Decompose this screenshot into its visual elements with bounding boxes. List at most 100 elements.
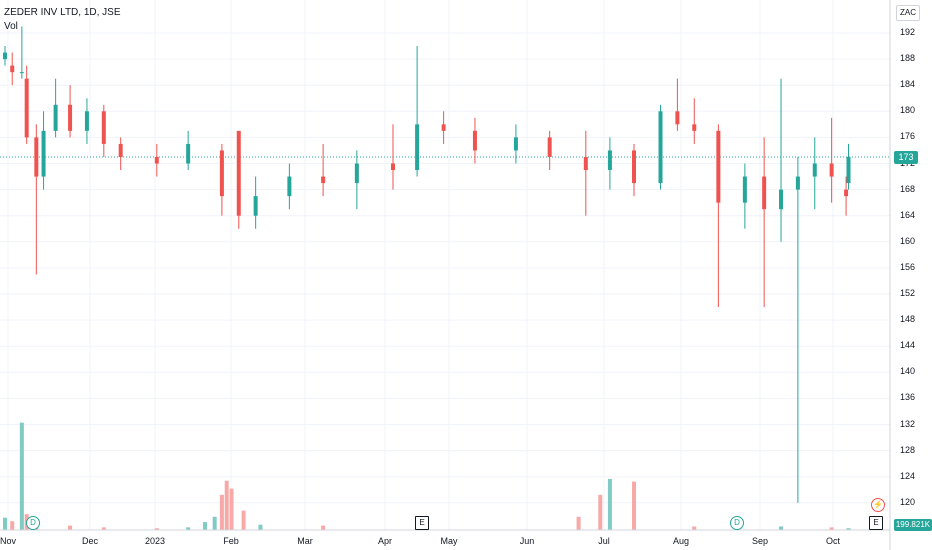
dividend-marker[interactable]: D [730, 516, 744, 530]
candle-body [742, 176, 747, 203]
candle-body [24, 78, 29, 138]
volume-bar [203, 522, 208, 530]
volume-bar [241, 510, 246, 530]
candle-body [154, 156, 159, 164]
volume-bar [154, 528, 159, 530]
volume-bar [68, 525, 73, 530]
last-volume-badge: 199.821K [894, 519, 932, 531]
price-tick-label: 180 [900, 105, 916, 116]
chart-legend: ZEDER INV LTD, 1D, JSE Vol [4, 6, 121, 34]
price-tick-label: 136 [900, 392, 916, 403]
price-tick-label: 176 [900, 131, 916, 142]
candle-body [658, 111, 663, 184]
time-tick-label: Mar [297, 536, 313, 546]
price-tick-label: 132 [900, 418, 916, 429]
time-tick-label: Jul [598, 536, 610, 546]
time-tick-label: Dec [81, 536, 99, 546]
price-tick-label: 160 [900, 235, 916, 246]
candle-body [716, 130, 721, 203]
volume-bar [186, 527, 191, 530]
candle-body [846, 156, 851, 184]
volume-bar [219, 494, 224, 530]
volume-bar [846, 528, 851, 530]
price-tick-label: 188 [900, 53, 916, 64]
price-tick-label: 164 [900, 209, 916, 220]
volume-bar [10, 521, 15, 530]
earnings-marker[interactable]: E [415, 516, 429, 530]
price-tick-label: 140 [900, 366, 916, 377]
candle-body [583, 156, 588, 171]
dividend-marker[interactable]: D [26, 516, 40, 530]
volume-bar [598, 494, 603, 530]
time-tick-label: Feb [223, 536, 239, 546]
time-tick-label: 2023 [144, 536, 166, 546]
price-tick-label: 144 [900, 340, 916, 351]
horizontal-gridlines [0, 32, 890, 504]
volume-bar [779, 526, 784, 530]
price-tick-label: 128 [900, 444, 916, 455]
time-tick-label: Nov [0, 536, 17, 546]
candle-body [844, 189, 849, 197]
candle-body [3, 52, 7, 60]
volume-bar [101, 527, 106, 530]
price-tick-label: 168 [900, 183, 916, 194]
time-tick-label: Apr [377, 536, 393, 546]
candle-body [812, 163, 817, 177]
candle-body [19, 72, 24, 74]
candle-body [118, 143, 123, 157]
volume-bar [19, 422, 24, 530]
candle-body [829, 163, 834, 177]
candle-body [84, 111, 89, 131]
price-tick-label: 156 [900, 261, 916, 272]
candle-body [607, 150, 612, 171]
candles [3, 26, 851, 503]
candle-body [186, 143, 191, 164]
lightning-icon[interactable]: ⚡ [871, 498, 885, 512]
candle-body [632, 150, 637, 184]
candle-body [472, 130, 477, 151]
price-tick-label: 148 [900, 314, 916, 325]
last-price-badge: 173 [894, 151, 918, 164]
candle-body [795, 176, 800, 190]
time-tick-label: May [440, 536, 458, 546]
volume-bar [692, 526, 697, 530]
price-tick-label: 192 [900, 27, 916, 37]
volume-bar [229, 488, 234, 530]
candle-body [675, 111, 680, 125]
symbol-title: ZEDER INV LTD, 1D, JSE [4, 7, 121, 18]
candle-body [415, 124, 420, 171]
candle-body [101, 111, 106, 144]
candle-body [236, 130, 241, 216]
time-tick-label: Jun [519, 536, 535, 546]
volume-bar [576, 516, 581, 530]
candle-body [391, 163, 396, 171]
volume-label: Vol [4, 21, 18, 32]
volume-bar [3, 517, 7, 530]
candle-body [41, 130, 46, 177]
currency-button[interactable]: ZAC [896, 5, 920, 21]
volume-bar [258, 524, 263, 530]
candle-body [321, 176, 326, 184]
volume-bar [321, 525, 326, 530]
candle-body [219, 150, 224, 197]
vertical-gridlines [7, 0, 834, 530]
candle-body [253, 196, 258, 216]
time-tick-label: Sep [751, 536, 769, 546]
candle-body [34, 137, 39, 177]
time-tick-label: Aug [672, 536, 690, 546]
volume-bar [224, 480, 229, 530]
price-tick-label: 152 [900, 288, 916, 298]
candle-body [762, 176, 767, 210]
candle-body [53, 104, 58, 131]
volume-bar [829, 527, 834, 530]
candle-body [779, 189, 784, 210]
earnings-marker[interactable]: E [869, 516, 883, 530]
candle-body [10, 65, 15, 73]
volume-bar [632, 481, 637, 530]
price-tick-label: 184 [900, 79, 916, 90]
volume-bar [607, 478, 612, 530]
volume-bar [212, 516, 217, 530]
price-tick-label: 120 [900, 496, 916, 507]
volume-bars [3, 422, 851, 530]
